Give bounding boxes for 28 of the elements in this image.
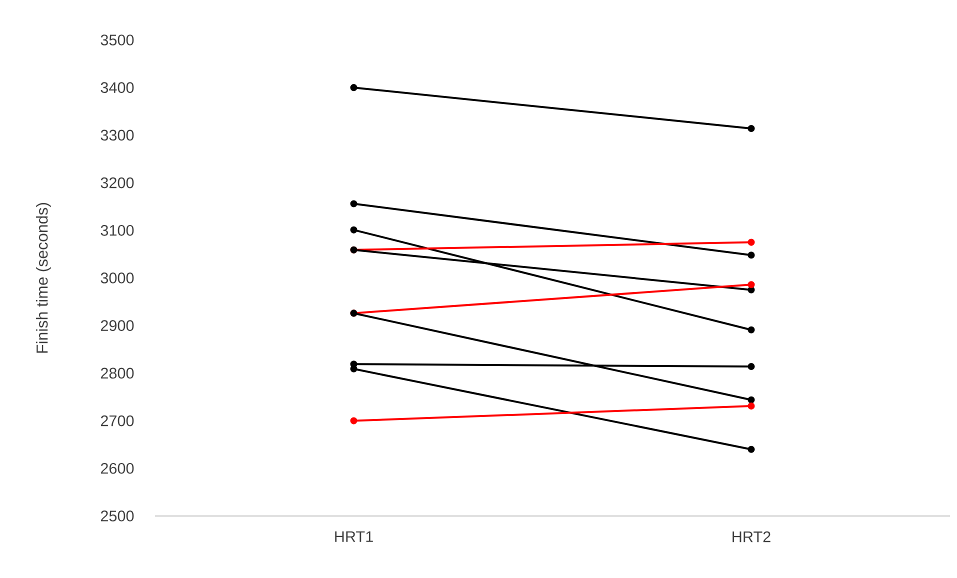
y-tick-label: 2500 (100, 510, 134, 522)
point (350, 226, 358, 234)
y-axis-title: Finish time (seconds) (36, 203, 51, 353)
y-tick-label: 3100 (100, 224, 134, 236)
point (748, 124, 755, 132)
y-tick-label: 3000 (100, 272, 134, 284)
point (350, 84, 358, 92)
y-tick-label: 2600 (100, 462, 134, 474)
y-tick-label: 3200 (100, 177, 134, 188)
y-tick-label: 2900 (100, 320, 134, 332)
y-tick-label: 2700 (100, 415, 134, 426)
point (748, 238, 755, 246)
point (748, 396, 755, 404)
point (350, 417, 358, 424)
point (350, 200, 358, 208)
y-tick-label: 3400 (100, 82, 134, 94)
point (748, 281, 755, 288)
point (748, 446, 755, 453)
point (748, 326, 755, 334)
point (748, 402, 755, 410)
y-tick-label: 2800 (100, 368, 134, 379)
point (748, 286, 755, 294)
y-tick-label: 3300 (100, 130, 134, 141)
x-tick-label: HRT1 (335, 531, 373, 542)
point (748, 252, 755, 259)
y-tick-label: 3500 (100, 34, 134, 46)
x-tick-label: HRT2 (732, 531, 770, 542)
point (748, 362, 755, 370)
